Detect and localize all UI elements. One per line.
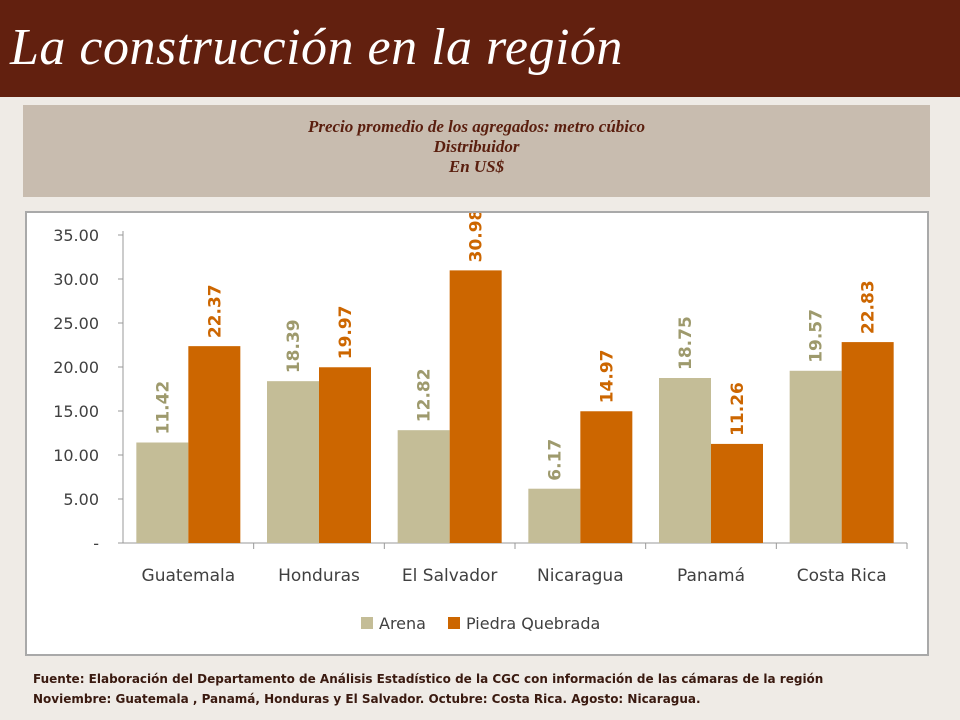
x-tick-label: Guatemala bbox=[142, 566, 236, 586]
legend-label: Piedra Quebrada bbox=[466, 614, 600, 633]
bar-arena bbox=[136, 442, 189, 543]
y-tick-label: 15.00 bbox=[53, 402, 99, 421]
x-tick-label: Nicaragua bbox=[537, 566, 624, 586]
title-banner: La construcción en la región bbox=[0, 0, 960, 97]
data-label: 6.17 bbox=[545, 439, 565, 481]
legend-swatch-piedra-quebrada bbox=[448, 617, 460, 629]
bar-arena bbox=[528, 488, 581, 543]
y-tick-label: - bbox=[93, 534, 99, 553]
source-line-2: Noviembre: Guatemala , Panamá, Honduras … bbox=[33, 692, 701, 706]
x-tick-label: Honduras bbox=[278, 566, 360, 586]
data-label: 22.83 bbox=[859, 280, 879, 334]
data-label: 12.82 bbox=[415, 368, 435, 422]
data-label: 19.97 bbox=[336, 305, 356, 359]
data-label: 18.75 bbox=[676, 316, 696, 370]
bar-arena bbox=[397, 430, 450, 543]
bar-piedra-quebrada bbox=[580, 411, 633, 543]
data-label: 30.98 bbox=[467, 213, 487, 262]
x-tick-label: Costa Rica bbox=[797, 566, 887, 586]
y-tick-label: 30.00 bbox=[53, 270, 99, 289]
y-tick-label: 35.00 bbox=[53, 226, 99, 245]
data-label: 11.26 bbox=[728, 382, 748, 436]
x-tick-label: El Salvador bbox=[402, 566, 497, 586]
bar-piedra-quebrada bbox=[188, 346, 241, 543]
subtitle-line-2: Distribuidor bbox=[433, 137, 520, 156]
y-tick-label: 20.00 bbox=[53, 358, 99, 377]
bar-piedra-quebrada bbox=[841, 342, 894, 543]
x-tick-label: Panamá bbox=[677, 566, 745, 586]
bar-piedra-quebrada bbox=[319, 367, 371, 543]
subtitle-line-1: Precio promedio de los agregados: metro … bbox=[307, 117, 646, 136]
chart-subtitle-box: Precio promedio de los agregados: metro … bbox=[23, 105, 930, 197]
bar-piedra-quebrada bbox=[711, 443, 763, 543]
bar-arena bbox=[659, 378, 711, 543]
bar-arena bbox=[267, 381, 319, 543]
bar-chart: - 5.00 10.00 15.00 20.00 25.00 30.00 35.00 Guate… bbox=[53, 213, 908, 633]
data-label: 19.57 bbox=[807, 309, 827, 363]
data-label: 14.97 bbox=[597, 349, 617, 403]
chart-frame: - 5.00 10.00 15.00 20.00 25.00 30.00 35.00 Guate… bbox=[25, 211, 929, 656]
legend-label: Arena bbox=[379, 614, 426, 633]
source-line-1: Fuente: Elaboración del Departamento de … bbox=[33, 672, 824, 686]
bar-arena bbox=[789, 370, 842, 543]
y-tick-label: 10.00 bbox=[53, 446, 99, 465]
subtitle-line-3: En US$ bbox=[448, 157, 505, 176]
y-tick-label: 25.00 bbox=[53, 314, 99, 333]
y-tick-label: 5.00 bbox=[63, 490, 99, 509]
data-label: 11.42 bbox=[153, 381, 173, 435]
bar-piedra-quebrada bbox=[449, 270, 502, 543]
source-note: Fuente: Elaboración del Departamento de … bbox=[33, 669, 933, 709]
data-label: 22.37 bbox=[205, 284, 225, 338]
legend-swatch-arena bbox=[361, 617, 373, 629]
page-title: La construcción en la región bbox=[10, 19, 623, 76]
data-label: 18.39 bbox=[284, 319, 304, 373]
